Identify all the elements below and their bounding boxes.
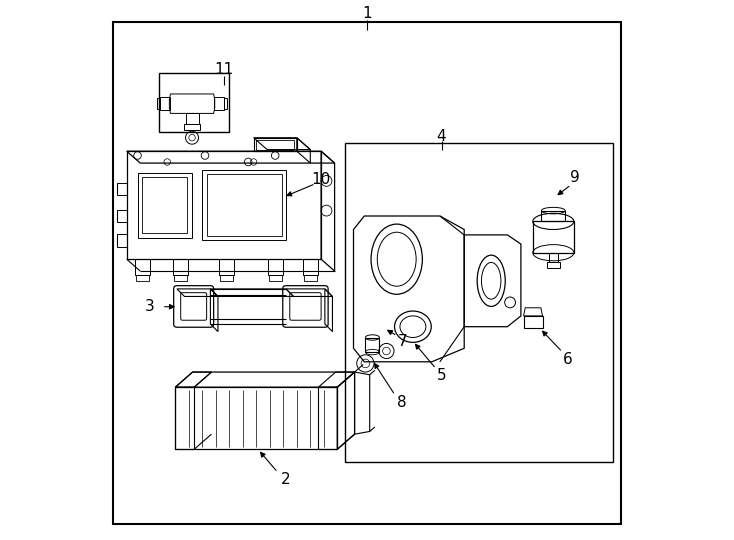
Text: 5: 5 bbox=[437, 368, 446, 383]
Text: 9: 9 bbox=[570, 170, 580, 185]
Text: 1: 1 bbox=[362, 6, 372, 21]
Bar bbox=[159, 73, 229, 132]
Text: 11: 11 bbox=[214, 62, 233, 77]
Text: 2: 2 bbox=[281, 472, 291, 487]
Text: 7: 7 bbox=[397, 334, 407, 349]
Text: 6: 6 bbox=[563, 352, 573, 367]
Text: 8: 8 bbox=[397, 395, 407, 410]
Text: 10: 10 bbox=[311, 172, 331, 187]
Text: 3: 3 bbox=[145, 299, 155, 314]
Text: 4: 4 bbox=[437, 129, 446, 144]
Bar bbox=[346, 143, 613, 462]
